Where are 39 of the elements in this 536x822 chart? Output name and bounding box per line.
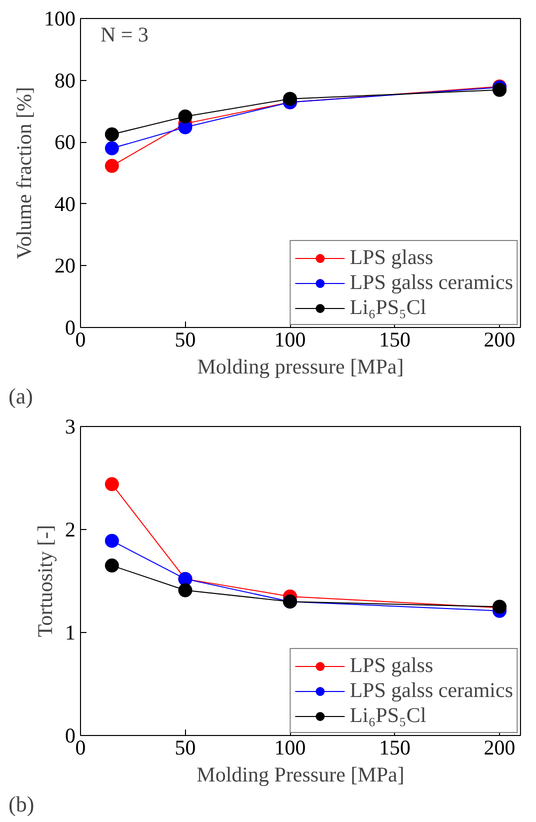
x-tick-label: 150 — [379, 736, 411, 760]
legend-label: LPS galss ceramics — [350, 270, 513, 295]
y-tick-label: 20 — [54, 254, 76, 278]
point — [104, 558, 119, 573]
text: (a) — [8, 384, 33, 408]
x-axis-title: Molding pressure [MPa] — [197, 354, 404, 378]
x-tick-label: 50 — [174, 736, 196, 760]
x-tick-label: 50 — [174, 328, 196, 352]
point — [104, 534, 119, 548]
x-tick-label: 150 — [379, 328, 411, 352]
y-tick-label: 60 — [54, 130, 76, 154]
legend-label: LPS glass — [350, 245, 434, 270]
legend-label: LPS galss ceramics — [350, 678, 513, 703]
point — [104, 477, 119, 492]
x-tick-label: 100 — [274, 736, 306, 760]
point — [104, 141, 119, 156]
point — [104, 127, 119, 142]
y-tick-label: 100 — [44, 6, 76, 30]
y-tick-label: 1 — [65, 620, 76, 644]
legend-label: Li₆PS₅Cl — [350, 295, 426, 320]
y-axis-title: Tortuosity [-] — [33, 524, 57, 638]
x-tick-label: 100 — [274, 328, 306, 352]
point — [178, 583, 192, 598]
annotation: N = 3 — [100, 22, 149, 46]
x-axis-title: Molding Pressure [MPa] — [196, 762, 404, 786]
point — [283, 92, 298, 106]
y-axis-title: Volume fraction [%] — [12, 86, 36, 260]
y-tick-label: 40 — [54, 192, 76, 216]
y-tick-label: 3 — [65, 414, 76, 438]
y-tick-label: 80 — [54, 68, 76, 92]
point — [104, 158, 119, 173]
legend-label: Li₆PS₅Cl — [350, 703, 426, 728]
legend-label: LPS galss — [350, 653, 434, 678]
x-tick-label: 200 — [484, 328, 516, 352]
point — [178, 109, 192, 124]
x-tick-label: 200 — [484, 736, 516, 760]
text: (b) — [8, 792, 34, 816]
y-tick-label: 2 — [65, 518, 76, 542]
point — [492, 82, 507, 97]
